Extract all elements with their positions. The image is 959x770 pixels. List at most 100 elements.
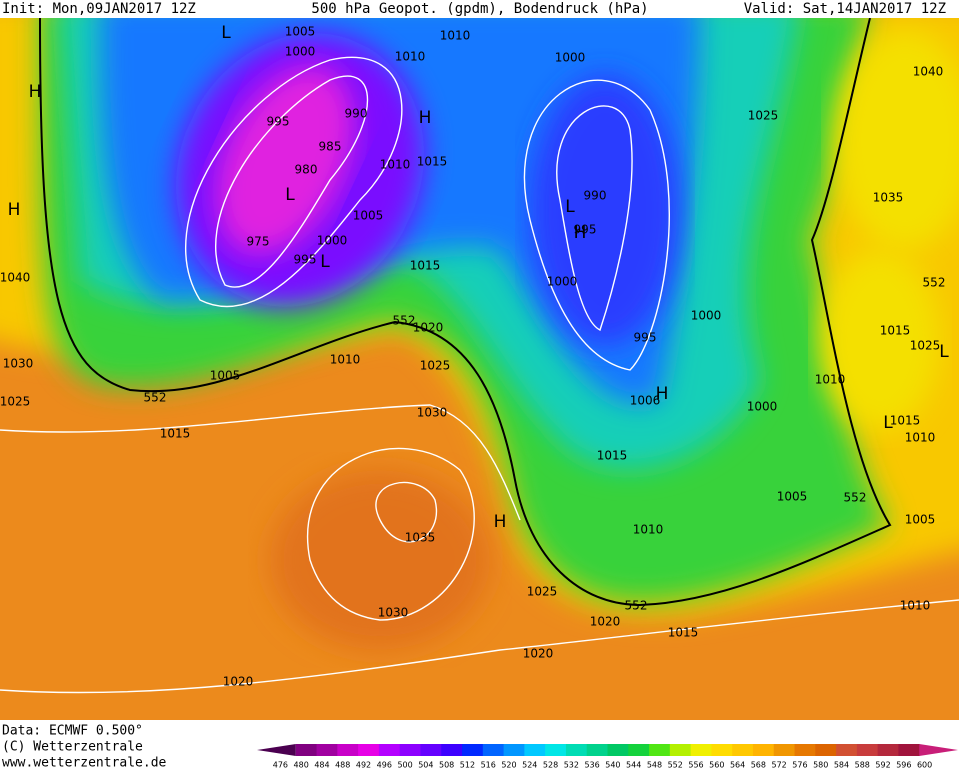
colorbar-label: 536 — [584, 761, 599, 770]
colorbar-swatch — [649, 744, 671, 756]
isobar-label: 1006 — [630, 394, 661, 408]
isobar-label: 552 — [923, 276, 946, 290]
colorbar-label: 548 — [647, 761, 662, 770]
colorbar-swatch — [732, 744, 754, 756]
isobar-label: 1010 — [633, 523, 664, 537]
colorbar-label: 492 — [356, 761, 371, 770]
pressure-center: H — [8, 200, 21, 220]
isobar-label: 990 — [345, 107, 368, 121]
colorbar-swatch — [358, 744, 380, 756]
isobar-label: 995 — [294, 253, 317, 267]
colorbar-swatch — [545, 744, 567, 756]
copyright: (C) Wetterzentrale — [2, 740, 143, 755]
colorbar-label: 524 — [522, 761, 537, 770]
colorbar-label: 500 — [397, 761, 412, 770]
colorbar-swatch — [898, 744, 920, 756]
isobar-label: 1005 — [777, 490, 808, 504]
pressure-center: L — [565, 197, 575, 217]
colorbar-swatch — [462, 744, 484, 756]
map-labels: 1005 1000 1010 1010 1000 1040 995 990 1025 985980… — [0, 23, 949, 689]
pressure-center: H — [29, 82, 42, 102]
isobar-label: 995 — [634, 331, 657, 345]
colorbar-label: 584 — [834, 761, 849, 770]
colorbar-swatch — [711, 744, 733, 756]
isobar-label: 1000 — [747, 400, 778, 414]
colorbar-label: 480 — [294, 761, 309, 770]
pressure-center: H — [419, 108, 432, 128]
colorbar-swatch — [399, 744, 421, 756]
isobar-label: 1015 — [597, 449, 628, 463]
colorbar-swatch — [295, 744, 318, 756]
isobar-label: 552 — [144, 391, 167, 405]
colorbar-label: 496 — [377, 761, 392, 770]
colorbar-label: 600 — [917, 761, 932, 770]
isobar-label: 1020 — [223, 675, 254, 689]
colorbar-swatch — [257, 744, 296, 756]
isobar-label: 990 — [584, 189, 607, 203]
colorbar-label: 592 — [875, 761, 890, 770]
colorbar-label: 512 — [460, 761, 475, 770]
colorbar-label: 520 — [501, 761, 516, 770]
pressure-center: H — [574, 223, 587, 243]
isobar-label: 1030 — [378, 606, 409, 620]
isobar-label: 1015 — [890, 414, 921, 428]
pressure-center: L — [883, 413, 893, 433]
isobar-label: 1020 — [523, 647, 554, 661]
isobar-label: 552 — [844, 491, 867, 505]
colorbar-label: 572 — [772, 761, 787, 770]
isobar-label: 1040 — [0, 271, 30, 285]
isobar-label: 995 — [267, 115, 290, 129]
pressure-center: H — [656, 384, 669, 404]
colorbar-label: 580 — [813, 761, 828, 770]
isobar-label: 1015 — [410, 259, 441, 273]
isobar-label: 1010 — [380, 158, 411, 172]
isobar-label: 1010 — [440, 29, 471, 43]
colorbar-swatch — [337, 744, 359, 756]
colorbar-swatch — [815, 744, 837, 756]
colorbar: 476 480 484 488 492 496 500 504 508 512 516 520 524 5… — [257, 744, 958, 770]
valid-time: Valid: Sat,14JAN2017 12Z — [744, 1, 946, 17]
isobar-label: 1030 — [3, 357, 34, 371]
colorbar-label: 544 — [626, 761, 641, 770]
pressure-center: L — [939, 342, 949, 362]
colorbar-swatch — [794, 744, 816, 756]
isobar-label: 1010 — [815, 373, 846, 387]
isobar-label: 1025 — [420, 359, 451, 373]
data-source: Data: ECMWF 0.500° — [2, 724, 143, 739]
isobar-label: 552 — [393, 314, 416, 328]
colorbar-label: 576 — [792, 761, 807, 770]
colorbar-label: 532 — [564, 761, 579, 770]
colorbar-swatch — [316, 744, 338, 756]
isobar-label: 1020 — [590, 615, 621, 629]
isobar-label: 1000 — [317, 234, 348, 248]
colorbar-swatch — [752, 744, 775, 756]
isobar-label: 985 — [319, 140, 342, 154]
isobar-label: 1025 — [0, 395, 30, 409]
colorbar-swatch — [877, 744, 899, 756]
isobar-label: 1015 — [417, 155, 448, 169]
isobar-label: 995 — [574, 223, 597, 237]
colorbar-label: 528 — [543, 761, 558, 770]
init-time: Init: Mon,09JAN2017 12Z — [2, 1, 196, 17]
colorbar-label: 516 — [481, 761, 496, 770]
pressure-center: L — [320, 252, 330, 272]
colorbar-swatch — [919, 744, 958, 756]
colorbar-label: 484 — [314, 761, 329, 770]
isobar-label: 1020 — [413, 321, 444, 335]
colorbar-swatch — [482, 744, 505, 756]
colorbar-swatch — [441, 744, 463, 756]
isobar-label: 1000 — [555, 51, 586, 65]
colorbar-swatch — [669, 744, 692, 756]
pressure-center: L — [285, 185, 295, 205]
colorbar-swatch — [836, 744, 858, 756]
colorbar-swatch — [607, 744, 629, 756]
colorbar-label: 504 — [418, 761, 433, 770]
colorbar-swatch — [378, 744, 401, 756]
isobar-label: 1010 — [905, 431, 936, 445]
isobar-label: 1040 — [913, 65, 944, 79]
colorbar-label: 564 — [730, 761, 745, 770]
pressure-center: L — [221, 23, 231, 43]
colorbar-swatch — [628, 744, 650, 756]
colorbar-swatch — [503, 744, 525, 756]
